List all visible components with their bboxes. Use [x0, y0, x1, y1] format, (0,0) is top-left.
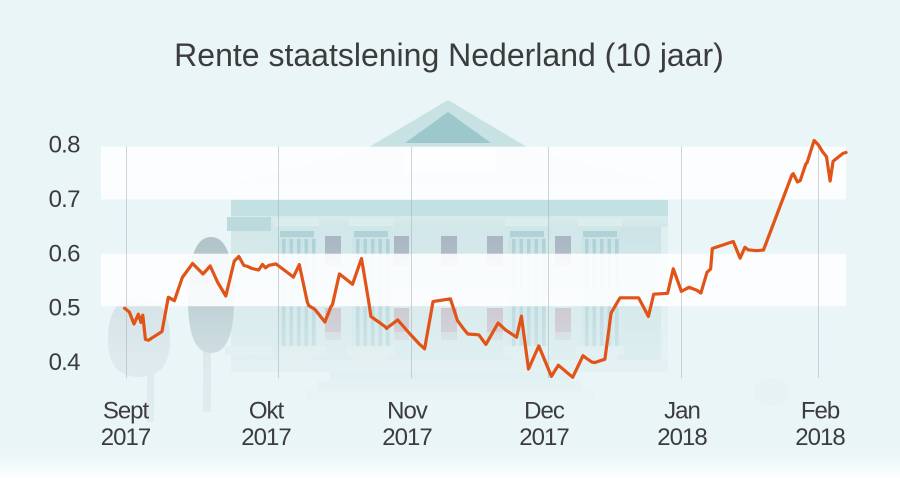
svg-text:2017: 2017	[382, 424, 432, 451]
svg-text:2018: 2018	[795, 424, 845, 451]
svg-text:2017: 2017	[241, 424, 291, 451]
svg-text:Feb: Feb	[801, 398, 840, 425]
svg-text:Jan: Jan	[664, 398, 700, 425]
svg-text:2017: 2017	[101, 424, 151, 451]
svg-text:0.5: 0.5	[49, 295, 81, 322]
svg-text:0.4: 0.4	[49, 349, 81, 376]
svg-text:2018: 2018	[657, 424, 707, 451]
svg-text:Okt: Okt	[249, 398, 285, 425]
svg-text:Rente staatslening Nederland (: Rente staatslening Nederland (10 jaar)	[174, 37, 724, 73]
svg-text:Nov: Nov	[387, 398, 428, 425]
svg-text:0.7: 0.7	[49, 186, 81, 213]
svg-text:Sept: Sept	[103, 398, 150, 425]
svg-text:0.8: 0.8	[49, 132, 81, 159]
svg-text:2017: 2017	[519, 424, 569, 451]
svg-text:Dec: Dec	[524, 398, 565, 425]
svg-text:0.6: 0.6	[49, 240, 81, 267]
